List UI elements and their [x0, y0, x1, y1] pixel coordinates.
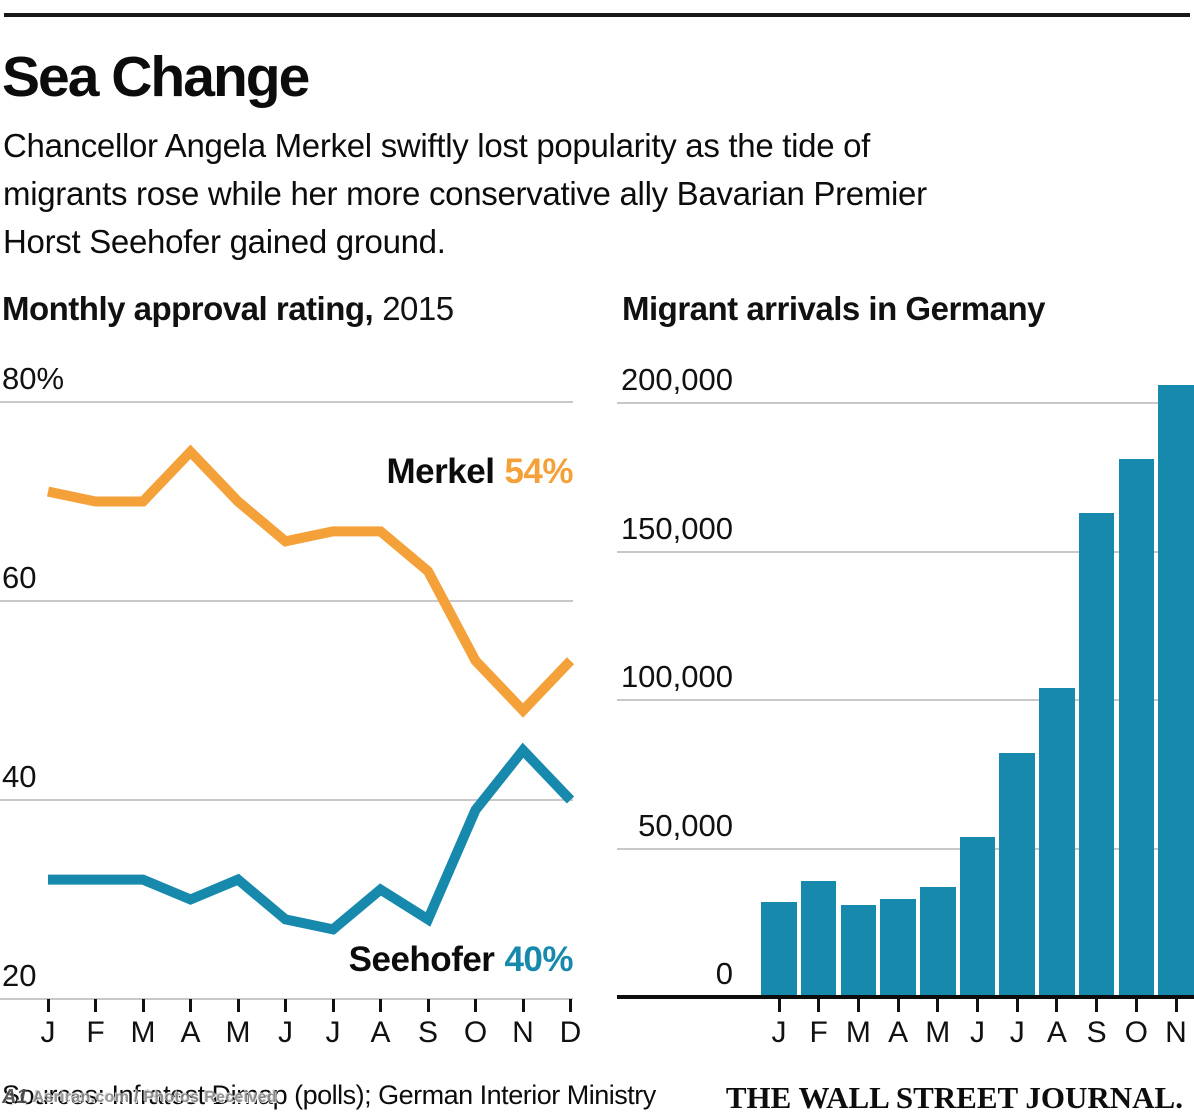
seehofer-name: Seehofer: [348, 940, 495, 979]
seehofer-line: [48, 742, 575, 935]
x-axis-label-5: J: [278, 1016, 293, 1049]
x-tick-6: [331, 999, 335, 1012]
y-axis-label-200000: 200,000: [620, 362, 733, 397]
merkel-name: Merkel: [386, 452, 495, 491]
x-tick-8: [426, 999, 430, 1012]
x-tick-9: [1134, 999, 1138, 1012]
x-tick-11: [569, 999, 572, 1012]
seehofer-value: 40%: [504, 940, 573, 979]
x-tick-4: [236, 999, 240, 1012]
y-axis-label-50000: 50,000: [638, 807, 733, 843]
gridline-150000: [617, 550, 1194, 553]
bar-A-7: [1039, 688, 1075, 997]
x-tick-1: [817, 999, 821, 1012]
wsj-logotype: THE WALL STREET JOURNAL.: [725, 1080, 1183, 1114]
x-tick-7: [379, 999, 382, 1012]
x-tick-2: [856, 999, 860, 1012]
gridline-80: [0, 401, 573, 403]
x-tick-8: [1095, 999, 1099, 1012]
page-title: Sea Change: [2, 45, 310, 109]
right-chart-title: Migrant arrivals in Germany: [622, 290, 1046, 327]
gridline-200000: [617, 402, 1194, 404]
x-tick-3: [189, 999, 192, 1012]
x-tick-6: [1015, 999, 1019, 1012]
x-tick-7: [1055, 999, 1059, 1012]
x-tick-2: [141, 999, 145, 1012]
watermark-text: Asriran.com / Photos Received: [32, 1088, 277, 1106]
seehofer-series-label: Seehofer 40%: [348, 940, 574, 980]
watermark: A1 Asriran.com / Photos Received: [2, 1086, 277, 1109]
x-axis-label-4: M: [225, 1016, 251, 1049]
bar-J-6: [999, 753, 1035, 997]
x-axis-label-2: M: [130, 1016, 156, 1049]
x-tick-1: [94, 999, 97, 1012]
x-tick-3: [896, 999, 900, 1012]
bar-J-5: [959, 836, 996, 997]
left-chart-title-year: 2015: [382, 290, 454, 327]
bar-S-8: [1078, 512, 1115, 997]
bar-N-10: [1158, 385, 1194, 997]
merkel-series-label: Merkel 54%: [386, 452, 574, 492]
x-tick-5: [976, 999, 979, 1012]
bar-F-1: [800, 881, 837, 997]
y-axis-label-60: 60: [2, 560, 37, 595]
arrivals-x-axis-line: [617, 995, 1194, 999]
x-axis-label-9: O: [463, 1016, 488, 1049]
merkel-value: 54%: [504, 452, 573, 491]
x-axis-label-10: N: [512, 1016, 534, 1049]
x-tick-10: [1174, 999, 1178, 1012]
x-axis-label-9: O: [1124, 1016, 1148, 1049]
gridline-40: [0, 799, 573, 801]
x-axis-label-5: J: [970, 1016, 985, 1049]
y-axis-label-80: 80%: [2, 361, 65, 396]
x-axis-label-0: J: [40, 1016, 56, 1049]
subtitle-line-2: migrants rose while her more conservativ…: [3, 175, 927, 212]
x-axis-label-7: A: [1046, 1016, 1067, 1049]
top-rule: [4, 13, 1190, 17]
left-chart-title: Monthly approval rating, 2015: [2, 290, 454, 328]
y-axis-label-20: 20: [2, 958, 37, 993]
x-axis-label-1: F: [86, 1016, 105, 1049]
subtitle: Chancellor Angela Merkel swiftly lost po…: [3, 122, 927, 266]
x-tick-10: [521, 999, 525, 1012]
gridline-100000: [617, 699, 1194, 701]
x-axis-label-8: S: [417, 1016, 438, 1049]
sources-note: Sources: Infratest Dimap (polls); German…: [2, 1080, 656, 1110]
left-chart-title-bold: Monthly approval rating,: [2, 290, 374, 327]
bar-M-2: [840, 904, 877, 997]
x-tick-0: [46, 999, 50, 1012]
x-axis-label-8: S: [1086, 1016, 1107, 1049]
gridline-50000: [617, 847, 1194, 850]
x-axis-label-1: F: [809, 1016, 828, 1049]
x-tick-4: [936, 999, 940, 1012]
bar-A-3: [880, 898, 916, 997]
x-axis-label-4: M: [925, 1016, 951, 1049]
x-axis-label-0: J: [771, 1016, 787, 1049]
gridline-60: [0, 600, 573, 602]
watermark-logo: A1: [2, 1086, 28, 1108]
y-axis-label-150000: 150,000: [620, 510, 733, 546]
bar-M-4: [920, 887, 956, 997]
subtitle-line-1: Chancellor Angela Merkel swiftly lost po…: [3, 127, 871, 164]
x-axis-label-7: A: [370, 1016, 391, 1049]
x-axis-label-10: N: [1165, 1016, 1187, 1049]
x-axis-label-11: D: [559, 1016, 582, 1049]
y-axis-label-100000: 100,000: [620, 659, 733, 694]
bar-J-0: [761, 901, 797, 997]
x-tick-0: [777, 999, 781, 1012]
x-tick-5: [284, 999, 287, 1012]
x-axis-label-2: M: [845, 1016, 871, 1049]
subtitle-line-3: Horst Seehofer gained ground.: [3, 223, 446, 260]
x-axis-label-6: J: [325, 1016, 341, 1049]
x-tick-9: [474, 999, 477, 1012]
y-axis-label-40: 40: [2, 759, 37, 794]
x-axis-label-6: J: [1009, 1016, 1025, 1049]
x-axis-label-3: A: [888, 1016, 909, 1049]
y-axis-label-0: 0: [715, 956, 733, 991]
x-axis-label-3: A: [180, 1016, 201, 1049]
bar-O-9: [1118, 459, 1155, 997]
